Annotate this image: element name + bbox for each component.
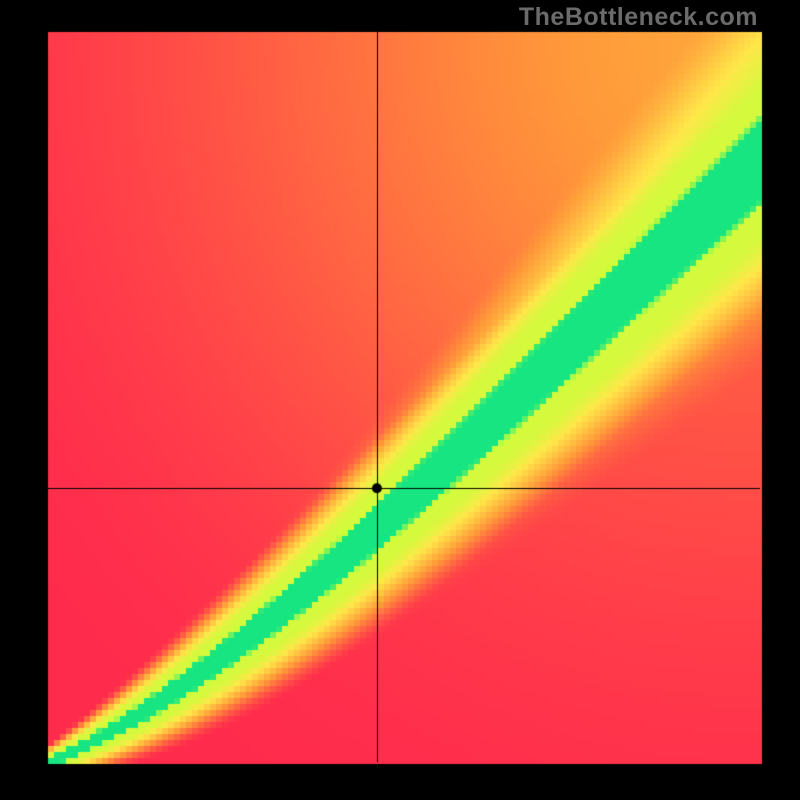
bottleneck-heatmap	[0, 0, 800, 800]
chart-container: TheBottleneck.com	[0, 0, 800, 800]
watermark-text: TheBottleneck.com	[519, 3, 758, 32]
